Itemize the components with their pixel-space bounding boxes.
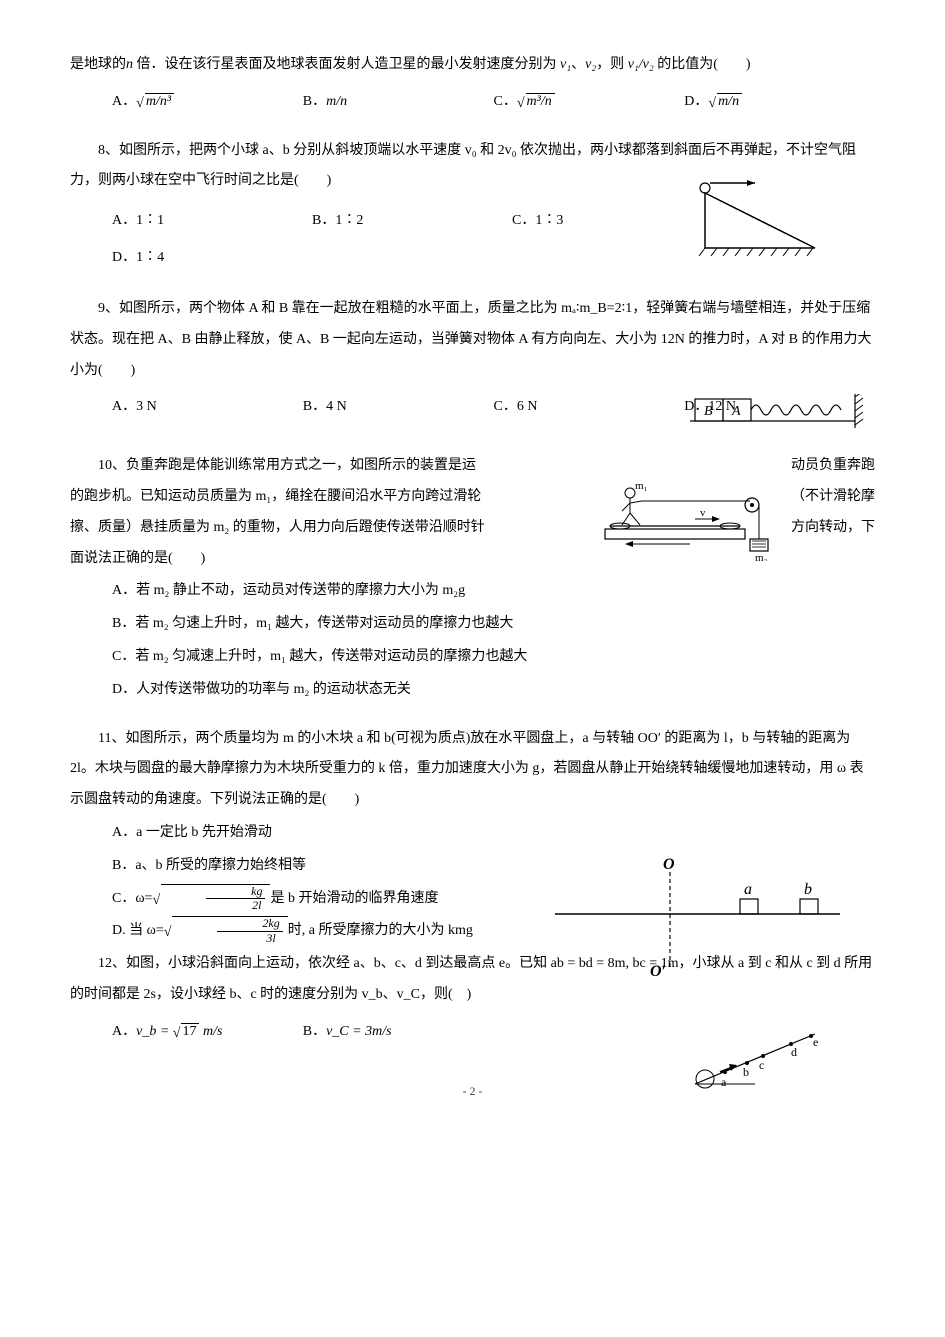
q11-option-a: A．a 一定比 b 先开始滑动	[70, 818, 875, 849]
q7-option-a: A． m/n³	[112, 87, 303, 118]
q11-fig-b: b	[804, 881, 812, 898]
q7-v2: v₂	[585, 57, 596, 72]
q10-stem-l1: 10、负重奔跑是体能训练常用方式之一，如图所示的装置是运	[70, 451, 601, 482]
svg-text:d: d	[791, 1045, 797, 1059]
q9-figure: B A	[690, 394, 875, 434]
q9-option-c: C．6 N	[494, 392, 685, 423]
q10-stem-r3: 方向转动，下	[791, 513, 875, 544]
q11-stem: 11、如图所示，两个质量均为 m 的小木块 a 和 b(可视为质点)放在水平圆盘…	[70, 724, 875, 816]
q12-stem: 12、如图，小球沿斜面向上运动，依次经 a、b、c、d 到达最高点 e。已知 a…	[70, 949, 875, 1011]
question-7-tail: 是地球的n 倍．设在该行星表面及地球表面发射人造卫星的最小发射速度分别为 v₁、…	[70, 50, 875, 118]
question-8: 8、如图所示，把两个小球 a、b 分别从斜坡顶端以水平速度 v₀ 和 2v₀ 依…	[70, 136, 875, 276]
q11-fig-a: a	[744, 881, 752, 898]
q7-options: A．m/n³ B．m/n C．m³/n D．m/n	[70, 87, 875, 118]
q9-option-b: B．4 N	[303, 392, 494, 423]
q11-c-num: kg	[206, 885, 265, 899]
q12-a-inner: 17	[181, 1023, 199, 1039]
q11-c-pre: C．ω=	[112, 891, 152, 906]
svg-text:b: b	[743, 1065, 749, 1079]
q10-stem-l3: 擦、质量）悬挂质量为 m₂ 的重物，人用力向后蹬使传送带沿顺时针	[70, 513, 601, 544]
q10-fig-m1: m₁	[635, 480, 648, 492]
q12-a-pre: v_b =	[136, 1024, 173, 1039]
q8-option-c: C．1∶3	[512, 203, 712, 239]
q9-option-a: A．3 N	[112, 392, 303, 423]
q12-b-label: B．	[303, 1024, 326, 1039]
q10-fig-v: v	[700, 507, 706, 519]
q7-tp1: 、	[571, 57, 585, 72]
q11-c-den: 2l	[206, 899, 265, 912]
q12-option-a: A．v_b = 17 m/s	[112, 1017, 303, 1048]
q11-c-post: 是 b 开始滑动的临界角速度	[270, 891, 438, 906]
q7-d-label: D．	[684, 94, 708, 109]
q7-n: n	[126, 57, 133, 72]
q7-option-c: C． m³/n	[494, 87, 685, 118]
q8-option-b: B．1∶2	[312, 203, 512, 239]
question-12: 12、如图，小球沿斜面向上运动，依次经 a、b、c、d 到达最高点 e。已知 a…	[70, 949, 875, 1047]
q10-option-c: C．若 m₂ 匀减速上升时，m₁ 越大，传送带对运动员的摩擦力也越大	[70, 642, 875, 673]
q7-d-expr: m/n	[717, 93, 742, 109]
q11-d-num: 2kg	[217, 917, 282, 931]
q8-figure	[685, 178, 835, 268]
q12-option-b: B．v_C = 3m/s	[303, 1017, 494, 1048]
q7-a-label: A．	[112, 94, 136, 109]
q7-b-expr: m/n	[326, 94, 347, 109]
question-9: 9、如图所示，两个物体 A 和 B 靠在一起放在粗糙的水平面上，质量之比为 mₐ…	[70, 294, 875, 423]
q10-option-d: D．人对传送带做功的功率与 m₂ 的运动状态无关	[70, 675, 875, 706]
q8-option-a: A．1∶1	[112, 203, 312, 239]
q8-option-d: D．1∶4	[112, 240, 312, 276]
q12-figure: a b c d e	[685, 1024, 835, 1094]
q7-a-expr: m/n³	[145, 93, 174, 109]
svg-text:c: c	[759, 1058, 764, 1072]
q12-a-post: m/s	[199, 1024, 222, 1039]
q11-d-pre: D. 当 ω=	[112, 923, 164, 938]
q9-fig-a: A	[731, 404, 741, 419]
q7-tp3: 的比值为( )	[654, 57, 751, 72]
q7-stem: 是地球的n 倍．设在该行星表面及地球表面发射人造卫星的最小发射速度分别为 v₁、…	[70, 50, 875, 81]
q11-d-post: 时, a 所受摩擦力的大小为 kmg	[288, 923, 473, 938]
q9-stem: 9、如图所示，两个物体 A 和 B 靠在一起放在粗糙的水平面上，质量之比为 mₐ…	[70, 294, 875, 386]
question-11: 11、如图所示，两个质量均为 m 的小木块 a 和 b(可视为质点)放在水平圆盘…	[70, 724, 875, 948]
q7-t1: 是地球的	[70, 57, 126, 72]
q12-b-expr: v_C = 3m/s	[326, 1024, 391, 1039]
q10-stem-l2: 的跑步机。已知运动员质量为 m₁，绳拴在腰间沿水平方向跨过滑轮	[70, 482, 601, 513]
q7-tp2: ，则	[596, 57, 628, 72]
q10-figure: m₁ m₂ v	[600, 471, 775, 561]
q7-c-expr: m³/n	[526, 93, 555, 109]
q7-option-b: B．m/n	[303, 87, 494, 118]
q7-option-d: D． m/n	[684, 87, 875, 118]
q11-fig-o: O	[663, 856, 675, 873]
q7-t2: 倍．设在该行星表面及地球表面发射人造卫星的最小发射速度分别为	[137, 57, 561, 72]
q10-stem-r2: （不计滑轮摩	[791, 482, 875, 513]
q10-option-b: B．若 m₂ 匀速上升时，m₁ 越大，传送带对运动员的摩擦力也越大	[70, 609, 875, 640]
q10-option-a: A．若 m₂ 静止不动，运动员对传送带的摩擦力大小为 m₂g	[70, 576, 875, 607]
q7-c-label: C．	[494, 94, 517, 109]
question-10: 10、负重奔跑是体能训练常用方式之一，如图所示的装置是运 动员负重奔跑 的跑步机。…	[70, 451, 875, 705]
svg-text:e: e	[813, 1035, 818, 1049]
q7-ratio: v₁/v₂	[628, 57, 654, 72]
q9-fig-b: B	[704, 404, 713, 419]
q10-stem-r1: 动员负重奔跑	[791, 451, 875, 482]
q7-b-label: B．	[303, 94, 326, 109]
q11-d-den: 3l	[217, 932, 282, 945]
svg-text:a: a	[721, 1075, 727, 1089]
q7-v1: v₁	[560, 57, 571, 72]
q12-a-label: A．	[112, 1024, 136, 1039]
q10-fig-m2: m₂	[755, 552, 768, 561]
